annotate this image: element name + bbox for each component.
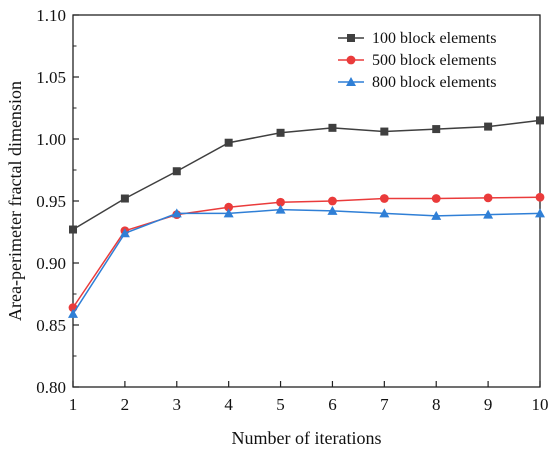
legend-label: 500 block elements (372, 52, 496, 69)
data-point (68, 308, 78, 318)
y-tick-label: 1.00 (36, 130, 66, 149)
series-line (72, 196, 541, 309)
data-point (171, 208, 182, 218)
data-point (327, 205, 338, 215)
legend-item: 800 block elements (338, 74, 496, 91)
legend-marker (347, 34, 355, 42)
legend-label: 100 block elements (372, 30, 496, 47)
x-tick-label: 7 (380, 395, 389, 414)
y-tick-label: 0.95 (36, 192, 66, 211)
legend-item: 500 block elements (338, 52, 496, 69)
x-tick-label: 9 (484, 395, 493, 414)
data-point (535, 208, 545, 218)
data-point (379, 208, 390, 218)
data-point (483, 209, 494, 219)
y-axis-title: Area-perimeter fractal dimension (5, 81, 25, 321)
y-tick-label: 0.90 (36, 254, 66, 273)
series-line (72, 119, 541, 231)
x-tick-label: 4 (224, 395, 233, 414)
x-tick-label: 10 (532, 395, 549, 414)
data-point (483, 193, 493, 203)
legend-item: 100 block elements (338, 30, 496, 47)
legend-marker (346, 77, 356, 86)
legend: 100 block elements 500 block elements 800 … (338, 30, 496, 91)
data-point (536, 116, 544, 125)
data-point (276, 128, 285, 137)
x-tick-label: 5 (276, 395, 285, 414)
y-tick-label: 1.05 (36, 68, 66, 87)
y-tick-label: 1.10 (36, 6, 66, 25)
data-point (328, 123, 337, 132)
legend-marker (346, 55, 356, 65)
data-point (432, 125, 441, 134)
series-1 (69, 116, 544, 234)
data-point (275, 204, 286, 214)
legend-label: 800 block elements (372, 74, 496, 91)
data-point (328, 196, 337, 206)
data-point (119, 228, 130, 238)
x-axis-title: Number of iterations (232, 428, 382, 448)
axes: 1 2 3 4 5 6 7 8 9 10 0.80 0.85 0.90 0.95 1.00 1.05 1.10 (36, 6, 548, 414)
data-point (120, 194, 129, 203)
x-tick-label: 6 (328, 395, 337, 414)
x-tick-label: 3 (173, 395, 182, 414)
series-line (72, 208, 541, 315)
y-tick-label: 0.85 (36, 316, 66, 335)
data-point (380, 127, 389, 136)
y-tick-label: 0.80 (36, 378, 66, 397)
data-point (224, 138, 233, 147)
x-tick-label: 8 (432, 395, 441, 414)
x-tick-label: 1 (69, 395, 78, 414)
data-point (223, 208, 234, 218)
data-point (172, 167, 181, 176)
data-point (69, 225, 77, 234)
data-point (431, 194, 441, 203)
data-point (431, 210, 442, 220)
data-point (276, 197, 285, 207)
data-point (484, 122, 493, 131)
data-point (224, 202, 234, 212)
series-layer (68, 116, 545, 318)
x-tick-label: 2 (121, 395, 130, 414)
data-point (535, 192, 545, 202)
data-point (379, 194, 389, 203)
series-3 (68, 204, 545, 318)
